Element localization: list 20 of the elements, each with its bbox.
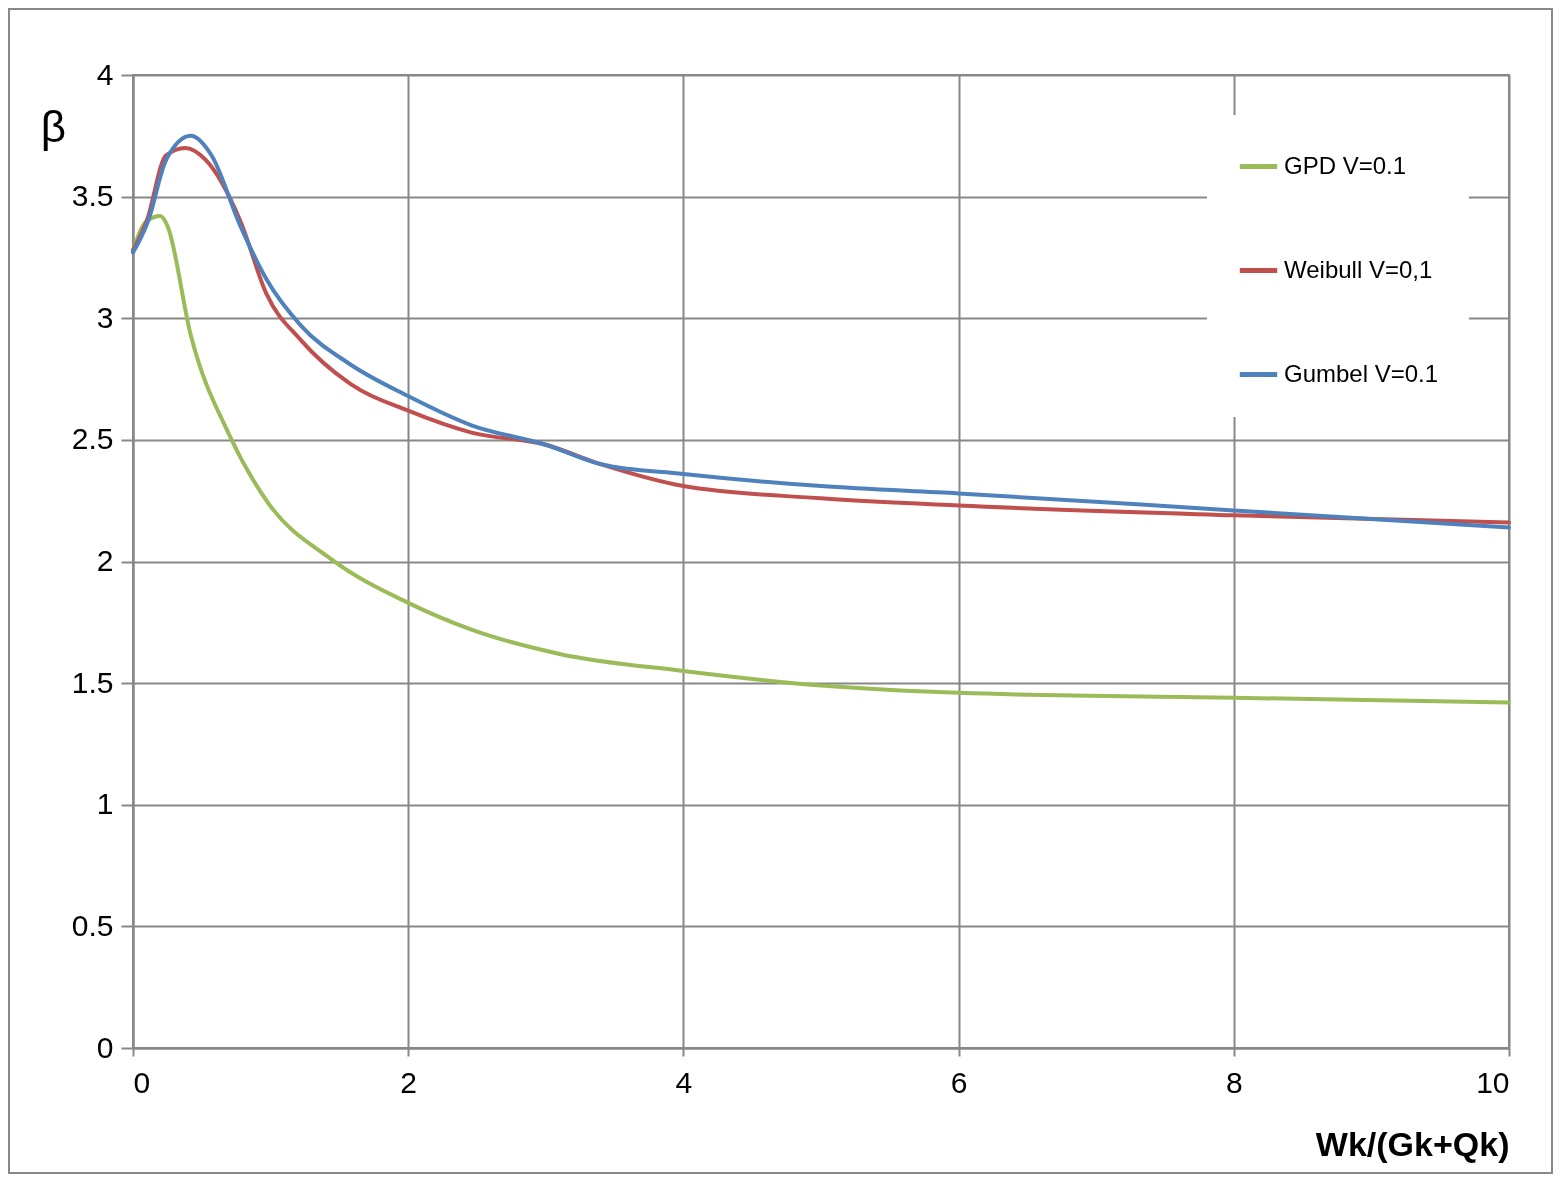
x-tick-label: 6 — [950, 1065, 968, 1099]
x-tick-label: 4 — [675, 1065, 693, 1099]
x-tick-label: 0 — [133, 1065, 151, 1099]
x-tick-label: 10 — [1476, 1065, 1510, 1099]
x-axis-title: Wk/(Gk+Qk) — [1315, 1124, 1510, 1163]
y-tick-label: 4 — [96, 57, 114, 91]
y-tick-label: 1 — [96, 787, 114, 821]
y-tick-label: 2.5 — [71, 422, 114, 456]
y-tick-label: 1.5 — [71, 665, 114, 699]
x-tick-label: 2 — [400, 1065, 418, 1099]
y-tick-label: 0.5 — [71, 908, 114, 942]
legend-label: Weibull V=0,1 — [1284, 255, 1433, 283]
y-tick-label: 3 — [96, 300, 114, 334]
y-tick-label: 3.5 — [71, 179, 114, 213]
legend-label: GPD V=0.1 — [1284, 151, 1407, 179]
y-tick-label: 2 — [96, 544, 114, 577]
y-axis-title: β — [40, 101, 67, 151]
legend-label: Gumbel V=0.1 — [1284, 359, 1439, 387]
x-tick-label: 8 — [1225, 1065, 1243, 1099]
y-tick-label: 0 — [96, 1030, 114, 1064]
